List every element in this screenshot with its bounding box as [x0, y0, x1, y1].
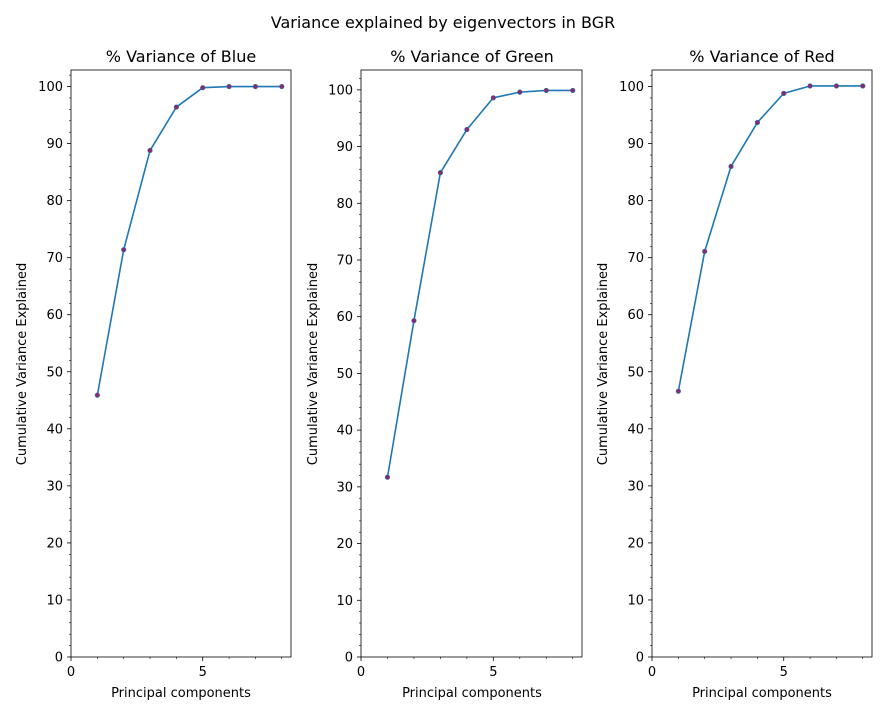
- y-tick-label: 100: [619, 80, 644, 95]
- data-point: [570, 87, 576, 94]
- series-line: [677, 85, 863, 392]
- y-tick-label: 30: [46, 479, 63, 494]
- panel-red: % Variance of Red Principal components C…: [596, 47, 873, 701]
- x-tick-label: 0: [648, 665, 656, 680]
- data-point: [675, 388, 681, 394]
- y-tick-label: 0: [636, 651, 644, 666]
- data-point: [252, 83, 259, 90]
- x-tick-label: 0: [357, 665, 365, 680]
- y-axis-label: Cumulative Variance Explained: [15, 263, 30, 465]
- y-tick-label: 50: [627, 365, 644, 380]
- data-point: [728, 163, 734, 170]
- y-tick-label: 10: [336, 594, 353, 609]
- y-tick-label: 80: [46, 194, 63, 209]
- data-point: [807, 83, 813, 89]
- data-point: [411, 318, 417, 324]
- figure-suptitle: Variance explained by eigenvectors in BG…: [271, 13, 616, 32]
- y-tick-label: 70: [336, 253, 353, 268]
- data-point: [754, 119, 760, 126]
- y-tick-label: 80: [627, 194, 644, 209]
- y-tick-label: 70: [627, 251, 644, 266]
- data-point: [833, 83, 840, 89]
- y-tick-label: 100: [328, 83, 353, 98]
- y-tick-label: 90: [627, 137, 644, 152]
- axes-frame: [360, 69, 583, 658]
- y-tick-label: 40: [336, 424, 353, 439]
- data-point: [781, 90, 787, 96]
- y-tick-label: 0: [55, 651, 63, 666]
- data-point: [860, 83, 866, 89]
- data-point: [173, 104, 179, 110]
- y-tick-label: 60: [46, 308, 63, 323]
- panel-blue: % Variance of Blue Principal components …: [15, 47, 292, 701]
- y-tick-label: 50: [46, 365, 63, 380]
- data-point: [147, 147, 153, 154]
- axes-frame: [651, 69, 873, 658]
- data-point: [384, 474, 391, 480]
- data-point: [464, 126, 470, 133]
- y-axis-label: Cumulative Variance Explained: [306, 263, 321, 465]
- panel-title: % Variance of Red: [689, 47, 834, 66]
- y-tick-label: 100: [38, 80, 63, 95]
- y-tick-label: 40: [627, 422, 644, 437]
- panel-title: % Variance of Blue: [106, 47, 256, 66]
- y-tick-label: 20: [46, 536, 63, 551]
- x-tick-label: 5: [489, 665, 497, 680]
- y-tick-label: 0: [345, 651, 353, 666]
- x-axis-label: Principal components: [111, 686, 251, 701]
- x-tick-label: 5: [780, 665, 788, 680]
- data-point: [543, 87, 549, 94]
- x-axis-label: Principal components: [692, 686, 832, 701]
- data-point: [200, 85, 206, 91]
- data-point: [437, 170, 444, 176]
- x-axis-label: Principal components: [402, 686, 542, 701]
- panel-title: % Variance of Green: [390, 47, 553, 66]
- y-tick-label: 30: [336, 480, 353, 495]
- x-tick-label: 5: [199, 665, 207, 680]
- y-tick-label: 60: [627, 308, 644, 323]
- y-tick-label: 40: [46, 422, 63, 437]
- plot-area: 0 10 20 30 40 50 60 70 80 90 100 0 5: [619, 69, 873, 680]
- y-tick-label: 10: [627, 593, 644, 608]
- data-point: [121, 247, 127, 253]
- y-tick-label: 10: [46, 593, 63, 608]
- y-tick-label: 30: [627, 479, 644, 494]
- data-point: [702, 248, 708, 255]
- y-tick-label: 90: [336, 140, 353, 155]
- axes-frame: [70, 69, 292, 658]
- plot-area: 0 10 20 30 40 50 60 70 80 90 100 0 5: [328, 69, 583, 680]
- data-point: [226, 83, 232, 90]
- data-point: [94, 392, 100, 398]
- data-point: [490, 95, 496, 101]
- series-line: [386, 89, 573, 478]
- data-point: [279, 83, 285, 90]
- data-point: [517, 89, 523, 95]
- series-line: [96, 85, 282, 396]
- y-axis-label: Cumulative Variance Explained: [596, 263, 611, 465]
- y-tick-label: 50: [336, 367, 353, 382]
- y-tick-label: 60: [336, 310, 353, 325]
- y-tick-label: 20: [336, 537, 353, 552]
- x-tick-label: 0: [67, 665, 75, 680]
- y-tick-label: 20: [627, 536, 644, 551]
- y-tick-label: 90: [46, 137, 63, 152]
- panel-green: % Variance of Green Principal components…: [306, 47, 583, 701]
- plot-area: 0 10 20 30 40 50 60 70 80 90 100 0 5: [38, 69, 292, 680]
- y-tick-label: 80: [336, 197, 353, 212]
- y-tick-label: 70: [46, 251, 63, 266]
